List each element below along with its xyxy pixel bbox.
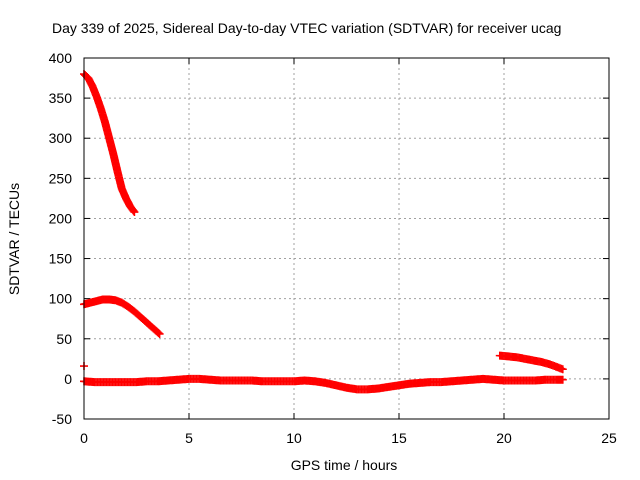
y-tick-label: 150 — [49, 251, 73, 267]
data-point — [558, 375, 567, 384]
y-tick-label: 400 — [49, 50, 73, 66]
series-arc-3 — [80, 374, 567, 394]
y-tick-label: -50 — [52, 411, 72, 427]
data-point — [154, 329, 163, 338]
series-arc-4 — [495, 351, 567, 374]
y-tick-label: 200 — [49, 210, 73, 226]
data-point — [155, 329, 164, 338]
series-arc-2 — [80, 295, 164, 338]
x-axis-label: GPS time / hours — [291, 457, 398, 473]
y-tick-label: 300 — [49, 130, 73, 146]
axis-ticks: 0 5 10 15 20 25 -50 0 50 100 150 200 250 300 350 400 — [49, 50, 617, 446]
grid-lines — [84, 58, 609, 419]
data-point — [130, 208, 139, 217]
data-point — [129, 206, 138, 215]
y-axis-label: SDTVAR / TECUs — [6, 183, 22, 295]
x-tick-label: 5 — [185, 430, 193, 446]
data-points — [80, 70, 567, 394]
y-tick-label: 0 — [64, 371, 72, 387]
y-tick-label: 350 — [49, 90, 73, 106]
x-tick-label: 0 — [80, 430, 88, 446]
data-point — [558, 365, 567, 374]
series-arc-1 — [80, 70, 139, 217]
x-tick-label: 15 — [391, 430, 407, 446]
y-tick-label: 50 — [56, 331, 72, 347]
y-tick-label: 250 — [49, 170, 73, 186]
x-tick-label: 25 — [601, 430, 617, 446]
x-tick-label: 10 — [286, 430, 302, 446]
plot-frame — [83, 57, 610, 420]
y-tick-label: 100 — [49, 291, 73, 307]
x-tick-label: 20 — [496, 430, 512, 446]
chart-title: Day 339 of 2025, Sidereal Day-to-day VTE… — [52, 20, 561, 36]
